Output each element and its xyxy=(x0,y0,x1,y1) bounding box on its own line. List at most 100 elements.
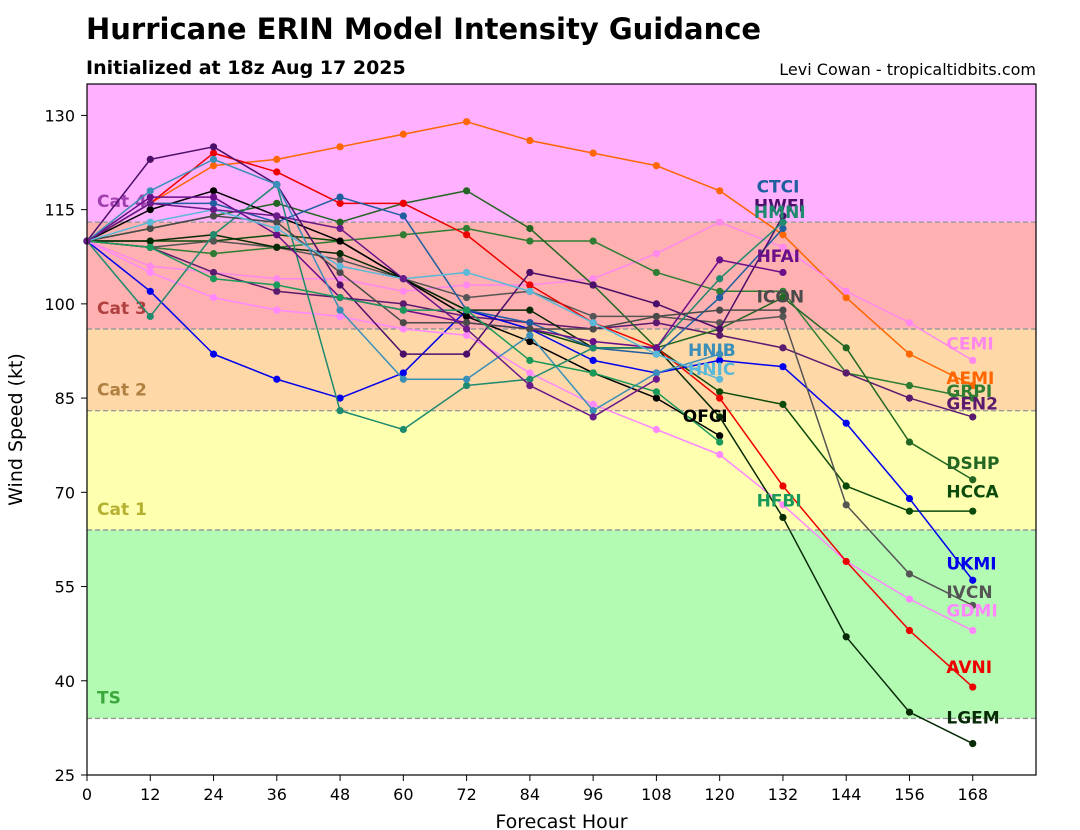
y-tick-label: 130 xyxy=(44,106,75,125)
data-point xyxy=(716,356,724,364)
data-point xyxy=(273,231,281,239)
series-line xyxy=(86,183,784,431)
data-point xyxy=(652,394,661,402)
series-HNIB xyxy=(83,155,724,415)
data-point xyxy=(716,394,724,402)
data-point xyxy=(526,369,534,377)
data-point xyxy=(336,293,344,302)
data-point xyxy=(842,633,850,641)
y-tick-label: 70 xyxy=(55,483,75,502)
data-point xyxy=(652,250,661,258)
data-point xyxy=(589,319,597,327)
data-point xyxy=(716,350,724,358)
data-point xyxy=(209,250,218,258)
y-tick-label: 100 xyxy=(44,295,75,314)
data-point xyxy=(463,187,471,195)
data-point xyxy=(399,319,407,327)
data-point xyxy=(273,199,281,207)
data-point xyxy=(969,356,977,364)
y-tick-label: 85 xyxy=(55,389,75,408)
data-point xyxy=(652,300,661,308)
x-tick-label: 36 xyxy=(267,785,287,804)
data-point xyxy=(716,375,724,383)
data-point xyxy=(209,268,218,277)
data-point xyxy=(905,319,914,327)
x-tick-label: 156 xyxy=(894,785,925,804)
data-point xyxy=(209,212,218,220)
data-point xyxy=(969,476,977,484)
data-point xyxy=(463,118,471,126)
data-point xyxy=(526,331,534,339)
series-line xyxy=(86,146,784,355)
series-line xyxy=(86,196,784,349)
data-point xyxy=(779,218,787,226)
data-point xyxy=(273,180,281,189)
data-point xyxy=(779,243,787,251)
data-point xyxy=(336,237,344,245)
data-point xyxy=(336,143,344,151)
data-point xyxy=(589,312,597,321)
data-point xyxy=(399,287,407,295)
data-point xyxy=(463,312,471,321)
data-point xyxy=(336,199,344,207)
data-point xyxy=(779,312,787,321)
data-point xyxy=(273,218,281,226)
data-point xyxy=(526,325,534,333)
series-ICON xyxy=(83,212,787,333)
data-point xyxy=(589,413,597,421)
data-point xyxy=(779,231,787,239)
data-point xyxy=(336,250,344,258)
data-point xyxy=(842,419,850,427)
band-label-1: Cat 1 xyxy=(97,500,147,520)
series-label-ctci: CTCI xyxy=(757,178,800,198)
data-point xyxy=(336,407,344,415)
data-point xyxy=(652,350,661,358)
data-point xyxy=(589,237,597,245)
series-label-lgem: LGEM xyxy=(946,708,999,728)
data-point xyxy=(716,432,724,440)
data-point xyxy=(905,495,914,503)
data-point xyxy=(526,319,534,327)
data-point xyxy=(273,212,281,220)
data-point xyxy=(209,206,218,214)
data-point xyxy=(273,287,281,295)
data-point xyxy=(905,570,914,578)
series-label-aemi: AEMI xyxy=(946,369,994,389)
data-point xyxy=(652,344,661,352)
data-point xyxy=(716,331,724,339)
data-point xyxy=(336,268,344,277)
y-tick-label: 115 xyxy=(44,201,75,220)
data-point xyxy=(716,256,724,264)
y-tick-label: 25 xyxy=(55,766,75,785)
data-point xyxy=(716,287,724,295)
data-point xyxy=(399,275,407,283)
x-tick-label: 96 xyxy=(583,785,603,804)
data-point xyxy=(842,293,850,302)
data-point xyxy=(969,413,977,421)
data-point xyxy=(905,626,914,635)
data-point xyxy=(589,337,597,346)
data-point xyxy=(526,306,534,314)
data-point xyxy=(336,262,344,270)
data-point xyxy=(779,306,787,314)
data-point xyxy=(209,155,218,163)
data-point xyxy=(273,168,281,176)
data-point xyxy=(526,375,534,383)
data-point xyxy=(652,388,661,396)
data-point xyxy=(146,187,154,195)
data-point xyxy=(842,482,850,490)
series-label-hnib: HNIB xyxy=(688,341,736,361)
x-tick-label: 72 xyxy=(456,785,476,804)
data-point xyxy=(905,595,914,603)
data-point xyxy=(905,438,914,446)
data-point xyxy=(526,224,534,233)
data-point xyxy=(969,683,977,691)
data-point xyxy=(842,344,850,352)
data-point xyxy=(652,162,661,170)
x-tick-label: 168 xyxy=(957,785,988,804)
data-point xyxy=(779,344,787,352)
data-point xyxy=(399,199,407,207)
series-label-gdmi: GDMI xyxy=(946,602,997,622)
data-point xyxy=(526,287,534,295)
